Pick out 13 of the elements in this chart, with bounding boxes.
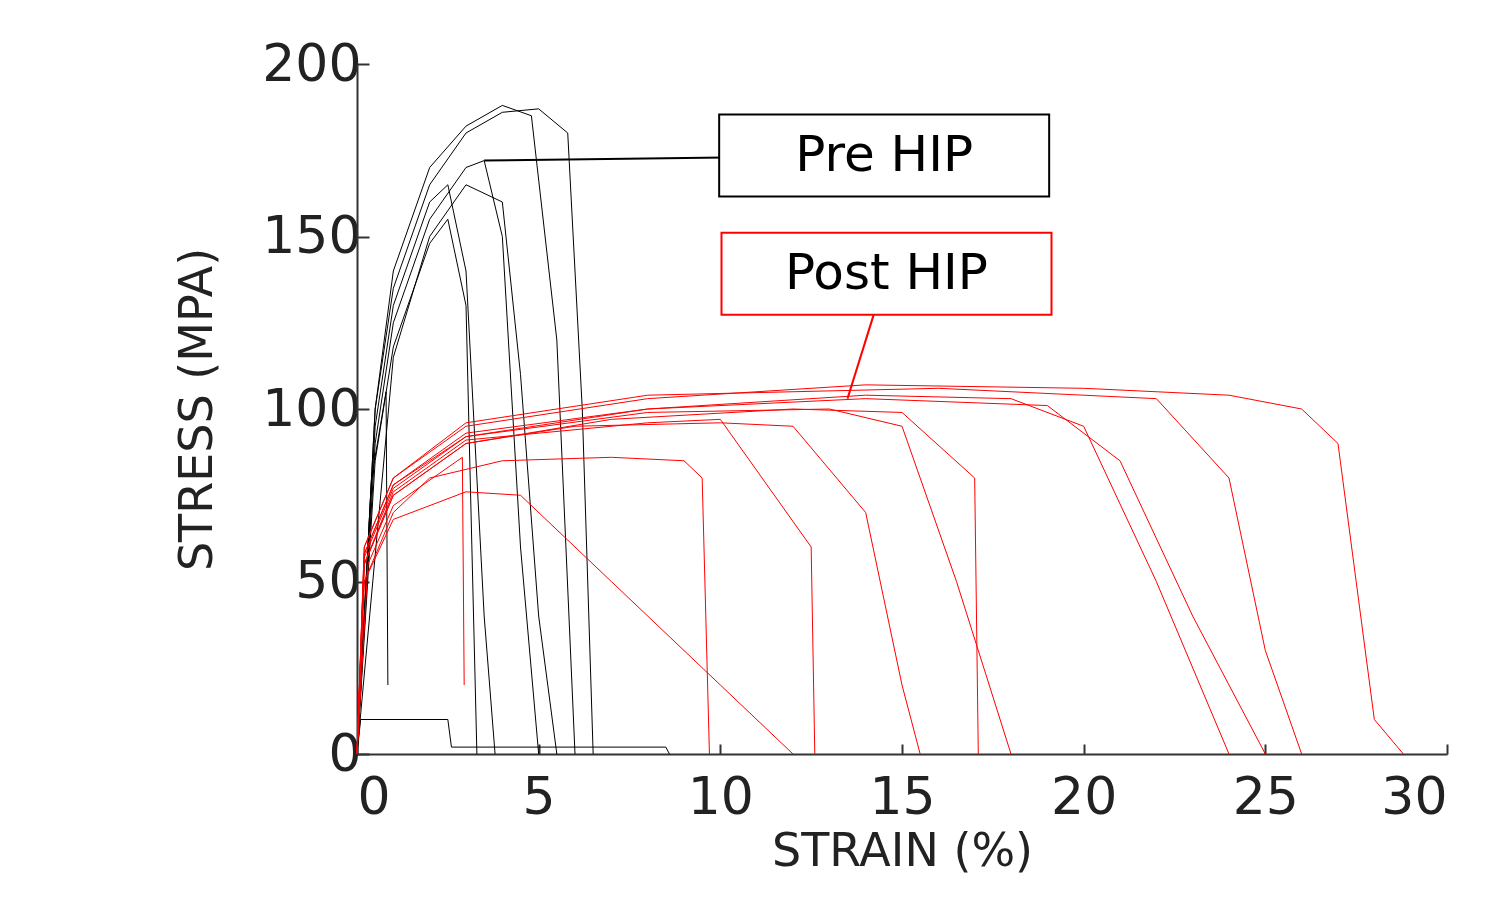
y-tick-label: 150	[262, 205, 362, 265]
x-tick-label: 20	[1051, 765, 1118, 826]
y-tick-label: 200	[262, 32, 362, 93]
x-tick-label: 30	[1381, 765, 1448, 826]
y-tick-label: 100	[262, 377, 362, 438]
y-tick-label: 0	[328, 722, 362, 783]
y-axis-title: STRESS (MPA)	[169, 247, 224, 572]
x-tick-label: 5	[522, 765, 556, 826]
annotation: Pre HIP	[795, 124, 974, 183]
x-tick-label: 10	[687, 765, 754, 826]
annotation: Post HIP	[784, 242, 989, 301]
x-tick-label: 25	[1232, 765, 1299, 826]
y-tick-label: 50	[295, 550, 362, 610]
